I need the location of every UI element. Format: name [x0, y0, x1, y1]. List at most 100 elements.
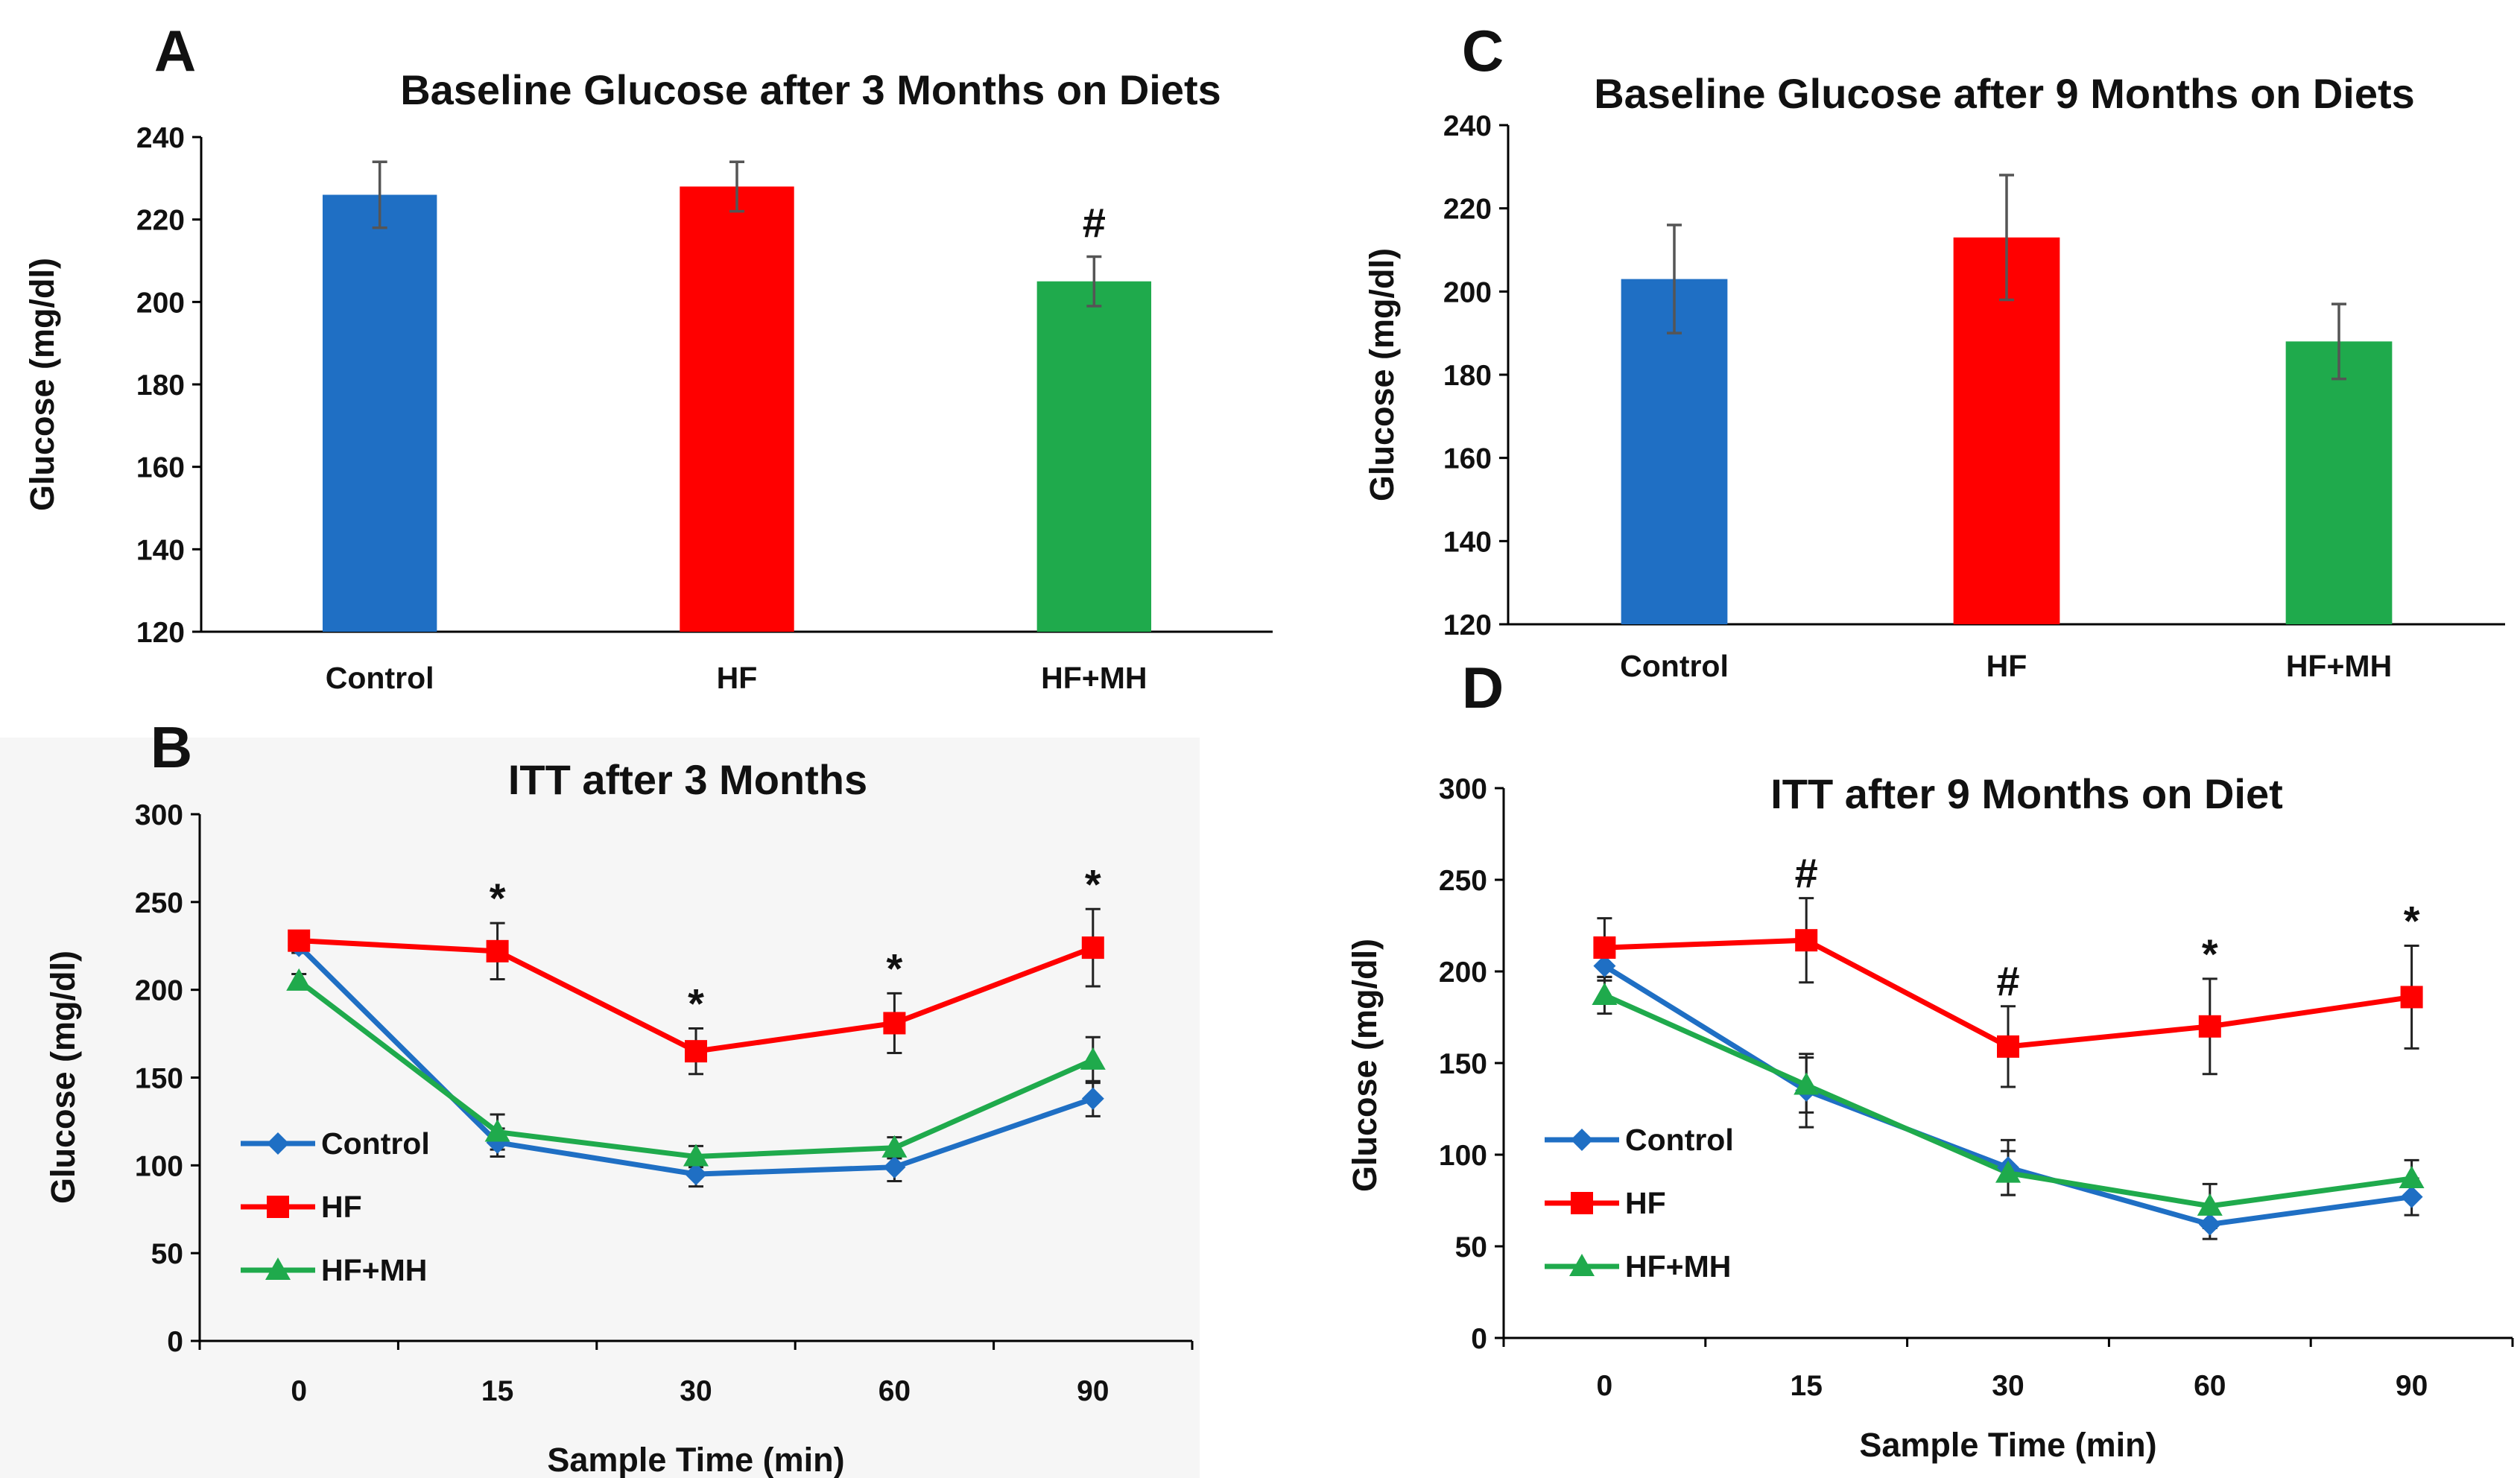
- bar: [2285, 341, 2393, 624]
- y-tick-label: 150: [1439, 1048, 1487, 1080]
- y-tick-label: 220: [1443, 194, 1492, 226]
- chart-title: ITT after 3 Months: [508, 756, 867, 803]
- x-tick-label: 15: [1791, 1370, 1823, 1402]
- y-tick-label: 200: [136, 287, 185, 319]
- x-tick-label: 60: [878, 1375, 911, 1407]
- x-tick-label: 0: [1597, 1370, 1613, 1402]
- triangle-marker: [881, 1135, 908, 1158]
- square-marker: [288, 929, 311, 952]
- y-tick-label: 50: [151, 1238, 183, 1270]
- panel-a: A Baseline Glucose after 3 Months on Diet…: [23, 18, 1273, 695]
- y-tick-label: 160: [136, 452, 185, 484]
- y-tick-label: 140: [136, 534, 185, 566]
- category-label: HF+MH: [1041, 661, 1147, 695]
- legend-label: Control: [321, 1126, 430, 1161]
- y-tick-label: 300: [1439, 773, 1487, 805]
- legend-label: HF: [321, 1190, 362, 1224]
- x-axis-label: Sample Time (min): [547, 1441, 844, 1478]
- y-tick-label: 100: [1439, 1140, 1487, 1172]
- y-tick-label: 180: [1443, 360, 1492, 392]
- panel-letter: A: [154, 18, 196, 83]
- y-tick-label: 0: [1471, 1323, 1487, 1355]
- diamond-marker: [2198, 1213, 2221, 1236]
- significance-marker: #: [1996, 958, 2019, 1005]
- diamond-marker: [2400, 1185, 2423, 1208]
- diamond-marker: [685, 1163, 707, 1186]
- y-tick-label: 140: [1443, 526, 1492, 558]
- y-tick-label: 300: [135, 799, 183, 831]
- triangle-marker: [265, 1257, 291, 1280]
- y-tick-label: 50: [1455, 1231, 1487, 1263]
- panel-letter: B: [151, 714, 192, 780]
- triangle-marker: [1794, 1072, 1820, 1095]
- x-tick-label: 30: [1992, 1370, 2024, 1402]
- panel-c: C Baseline Glucose after 9 Months on Diet…: [1363, 18, 2505, 683]
- square-marker: [1795, 929, 1818, 952]
- y-tick-label: 150: [135, 1063, 183, 1095]
- triangle-marker: [1995, 1160, 2021, 1183]
- legend-label: HF+MH: [1625, 1249, 1731, 1284]
- chart-title: Baseline Glucose after 9 Months on Diets: [1594, 70, 2415, 117]
- square-marker: [1997, 1035, 2019, 1058]
- y-tick-label: 220: [136, 205, 185, 237]
- panel-letter: C: [1462, 18, 1504, 83]
- category-label: Control: [1620, 649, 1729, 683]
- triangle-marker: [1569, 1254, 1595, 1276]
- bar: [680, 186, 794, 632]
- x-tick-label: 60: [2194, 1370, 2226, 1402]
- y-tick-label: 250: [135, 887, 183, 919]
- triangle-marker: [484, 1119, 510, 1142]
- y-tick-label: 180: [136, 370, 185, 402]
- y-tick-label: 200: [1443, 276, 1492, 308]
- y-tick-label: 240: [1443, 110, 1492, 142]
- significance-marker: *: [688, 980, 704, 1027]
- diamond-marker: [1571, 1129, 1593, 1151]
- x-tick-label: 90: [1077, 1375, 1109, 1407]
- square-marker: [1081, 936, 1104, 960]
- y-tick-label: 0: [167, 1326, 183, 1358]
- triangle-marker: [1592, 982, 1618, 1005]
- category-label: HF: [717, 661, 758, 695]
- diamond-marker: [1593, 954, 1616, 977]
- significance-marker: *: [2404, 898, 2420, 945]
- significance-marker: *: [2202, 930, 2218, 977]
- square-marker: [2198, 1015, 2221, 1038]
- diamond-marker: [883, 1155, 906, 1179]
- x-axis-label: Sample Time (min): [1859, 1426, 2156, 1464]
- square-marker: [1571, 1192, 1593, 1214]
- triangle-marker: [2197, 1193, 2223, 1216]
- y-tick-label: 160: [1443, 443, 1492, 475]
- triangle-marker: [683, 1144, 709, 1167]
- y-axis-label: Glucose (mg/dl): [1346, 939, 1384, 1192]
- square-marker: [883, 1012, 906, 1035]
- significance-marker: #: [1795, 850, 1818, 897]
- y-tick-label: 120: [1443, 609, 1492, 641]
- chart-title: ITT after 9 Months on Diet: [1770, 770, 2283, 817]
- significance-marker: *: [1085, 860, 1101, 907]
- x-tick-label: 0: [291, 1375, 307, 1407]
- legend-label: HF: [1625, 1186, 1666, 1220]
- bar: [1621, 279, 1728, 624]
- triangle-marker: [1080, 1047, 1106, 1070]
- y-tick-label: 240: [136, 122, 185, 154]
- square-marker: [267, 1196, 289, 1218]
- chart-title: Baseline Glucose after 3 Months on Diets: [400, 66, 1221, 113]
- y-tick-label: 200: [1439, 957, 1487, 989]
- y-axis-label: Glucose (mg/dl): [44, 951, 82, 1204]
- legend-label: HF+MH: [321, 1253, 427, 1287]
- square-marker: [685, 1040, 707, 1063]
- panel-b: B ITT after 3 Months Glucose (mg/dl) 0 50 100…: [0, 714, 1200, 1478]
- bar: [322, 194, 437, 632]
- diamond-marker: [1081, 1087, 1104, 1110]
- panel-d: D ITT after 9 Months on Diet Glucose (mg/d…: [1346, 655, 2514, 1464]
- x-tick-label: 15: [481, 1375, 513, 1407]
- y-axis-label: Glucose (mg/dl): [23, 258, 61, 511]
- category-label: Control: [326, 661, 434, 695]
- triangle-marker: [286, 968, 312, 991]
- panel-background: [0, 738, 1200, 1478]
- triangle-marker: [2399, 1165, 2425, 1188]
- y-tick-label: 120: [136, 617, 185, 649]
- y-tick-label: 250: [1439, 865, 1487, 897]
- significance-marker: #: [1083, 199, 1106, 246]
